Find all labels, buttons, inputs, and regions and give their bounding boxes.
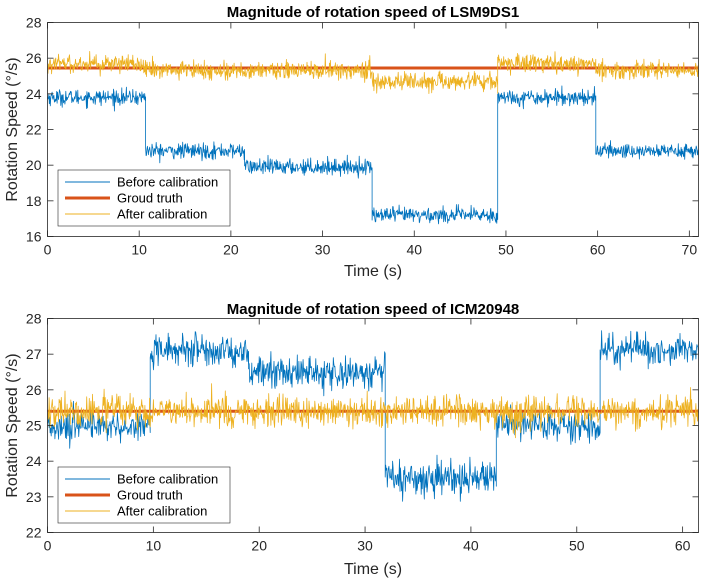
legend-box <box>57 169 231 227</box>
x-tick-label: 70 <box>682 242 698 258</box>
legend-label-truth: Groud truth <box>117 488 183 503</box>
series-group <box>47 330 699 502</box>
x-tick-label: 60 <box>590 242 606 258</box>
legend-label-truth: Groud truth <box>117 191 183 206</box>
legend-label-before: Before calibration <box>117 175 218 190</box>
y-tick-label: 23 <box>26 489 42 505</box>
legend-label-after: After calibration <box>117 207 207 222</box>
x-tick-label: 30 <box>357 538 373 554</box>
x-tick-label: 20 <box>251 538 267 554</box>
x-tick-label: 50 <box>569 538 585 554</box>
chart-lsm9ds1: Magnitude of rotation speed of LSM9DS1 B… <box>4 4 699 280</box>
x-tick-label: 40 <box>406 242 422 258</box>
y-tick-label: 18 <box>26 193 42 209</box>
x-tick-label: 10 <box>131 242 147 258</box>
chart-title: Magnitude of rotation speed of LSM9DS1 <box>227 4 520 21</box>
y-tick-label: 20 <box>26 157 42 173</box>
x-tick-label: 30 <box>315 242 331 258</box>
y-tick-label: 28 <box>26 311 42 327</box>
y-tick-label: 26 <box>26 50 42 66</box>
series-line-after-calibration <box>47 51 699 94</box>
legend-label-after: After calibration <box>117 504 207 519</box>
series-line-before-calibration <box>47 85 699 225</box>
y-tick-label: 22 <box>26 525 42 541</box>
x-tick-label: 60 <box>675 538 691 554</box>
y-tick-label: 22 <box>26 122 42 138</box>
series-group <box>47 51 699 225</box>
y-tick-label: 26 <box>26 382 42 398</box>
y-tick-label: 24 <box>26 86 42 102</box>
y-axis-label: Rotation Speed (°/s) <box>4 57 21 201</box>
y-tick-label: 16 <box>26 229 42 245</box>
axis-ticks: 0 10 20 30 40 50 60 22 23 24 25 26 27 28 <box>26 311 699 554</box>
legend-label-before: Before calibration <box>117 472 218 487</box>
x-tick-label: 0 <box>44 538 52 554</box>
x-tick-label: 20 <box>223 242 239 258</box>
chart-icm20948: Magnitude of rotation speed of ICM20948 … <box>4 301 699 578</box>
y-axis-label: Rotation Speed (°/s) <box>4 353 21 497</box>
x-axis-label: Time (s) <box>344 263 402 280</box>
axis-ticks: 0 10 20 30 40 50 60 70 16 18 20 22 24 26 28 <box>26 15 699 258</box>
series-line-before-calibration <box>47 330 699 502</box>
y-tick-label: 27 <box>26 346 42 362</box>
y-tick-label: 28 <box>26 15 42 31</box>
x-axis-label: Time (s) <box>344 561 402 578</box>
x-tick-label: 50 <box>498 242 514 258</box>
y-tick-label: 25 <box>26 418 42 434</box>
series-line-after-calibration <box>47 383 699 439</box>
y-tick-label: 24 <box>26 453 42 469</box>
legend: Before calibration Groud truth After cal… <box>57 169 231 227</box>
x-tick-label: 10 <box>146 538 162 554</box>
x-tick-label: 0 <box>44 242 52 258</box>
x-tick-label: 40 <box>463 538 479 554</box>
chart-title: Magnitude of rotation speed of ICM20948 <box>227 301 520 318</box>
legend: Before calibration Groud truth After cal… <box>57 466 231 524</box>
